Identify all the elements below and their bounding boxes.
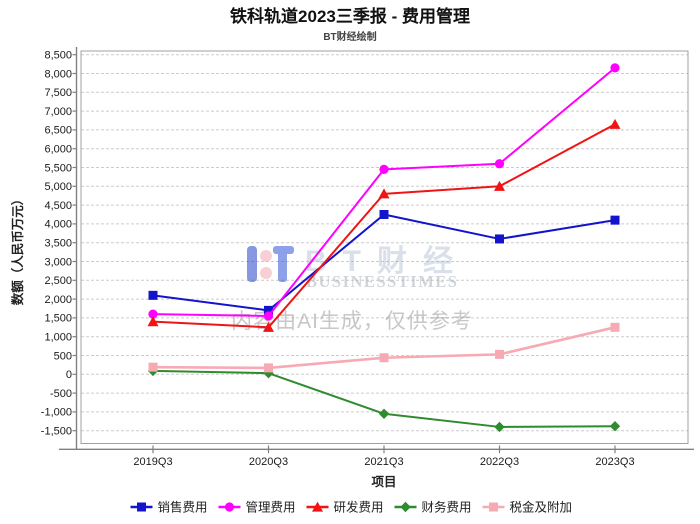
y-axis-title: 数额（人民币万元） bbox=[10, 193, 25, 307]
y-tick-label: 1,500 bbox=[44, 313, 72, 325]
y-tick-label: 8,500 bbox=[44, 50, 72, 62]
y-tick-label: 7,000 bbox=[44, 106, 72, 118]
legend-label: 管理费用 bbox=[246, 499, 296, 514]
y-tick-label: 2,000 bbox=[44, 294, 72, 306]
series-管理费用 bbox=[148, 63, 620, 321]
y-tick-label: 3,500 bbox=[44, 238, 72, 250]
triangle-marker bbox=[263, 321, 274, 332]
y-tick-label: -500 bbox=[50, 388, 72, 400]
legend-label: 财务费用 bbox=[422, 499, 472, 514]
circle-marker bbox=[379, 164, 389, 174]
square-marker bbox=[148, 290, 158, 300]
y-tick-label: 2,500 bbox=[44, 275, 72, 287]
y-tick-label: -1,000 bbox=[41, 407, 72, 419]
legend-item-研发费用[interactable]: 研发费用 bbox=[306, 499, 384, 514]
watermark-brand-text: BT财经 bbox=[305, 244, 469, 278]
legend-item-管理费用[interactable]: 管理费用 bbox=[218, 499, 296, 514]
plot-border bbox=[80, 50, 689, 444]
y-tick-label: 500 bbox=[54, 350, 72, 362]
square-marker bbox=[379, 210, 389, 219]
circle-marker bbox=[263, 311, 274, 321]
triangle-marker bbox=[494, 180, 505, 191]
legend-item-税金及附加[interactable]: 税金及附加 bbox=[482, 499, 573, 514]
watermark: BT财经 BUSINESSTIMES 内容由AI生成，仅供参考 bbox=[231, 244, 473, 333]
series-line bbox=[152, 123, 616, 329]
y-tick-label: 7,500 bbox=[44, 87, 72, 99]
square-marker bbox=[610, 322, 620, 332]
x-tick-label: 2020Q3 bbox=[249, 456, 288, 468]
y-tick-label: 3,000 bbox=[44, 256, 72, 268]
square-marker bbox=[495, 234, 504, 244]
square-marker bbox=[495, 349, 504, 359]
legend-circle-icon bbox=[224, 502, 235, 512]
y-tick-label: 4,000 bbox=[44, 219, 72, 231]
y-tick-label: 6,500 bbox=[44, 125, 72, 137]
circle-marker bbox=[610, 63, 620, 73]
legend-square-icon bbox=[137, 502, 146, 512]
triangle-marker bbox=[147, 316, 159, 327]
x-tick-label: 2022Q3 bbox=[480, 456, 519, 468]
y-tick-label: 8,000 bbox=[44, 68, 72, 80]
x-tick-label: 2019Q3 bbox=[133, 456, 172, 468]
chart-title: 铁科轨道2023三季报 - 费用管理 bbox=[230, 6, 470, 26]
bt-logo-icon bbox=[247, 246, 294, 282]
triangle-marker bbox=[378, 188, 390, 199]
x-tick-label: 2023Q3 bbox=[595, 456, 634, 468]
legend-label: 销售费用 bbox=[158, 499, 208, 514]
diamond-marker bbox=[378, 408, 390, 419]
y-tick-label: 5,000 bbox=[44, 181, 72, 193]
circle-marker bbox=[148, 309, 158, 319]
legend-item-销售费用[interactable]: 销售费用 bbox=[130, 499, 208, 514]
square-marker bbox=[264, 363, 273, 373]
legend-label: 税金及附加 bbox=[510, 499, 573, 514]
y-tick-label: 6,000 bbox=[44, 144, 72, 156]
square-marker bbox=[379, 353, 389, 363]
y-tick-label: -1,500 bbox=[41, 426, 72, 438]
diamond-marker bbox=[609, 420, 621, 432]
y-tick-label: 0 bbox=[66, 369, 72, 381]
x-axis-title: 项目 bbox=[371, 475, 396, 489]
series-财务费用 bbox=[147, 365, 621, 433]
x-tick-label: 2021Q3 bbox=[364, 456, 403, 468]
chart-subtitle: BT财经绘制 bbox=[323, 30, 376, 43]
y-tick-label: 5,500 bbox=[44, 162, 72, 174]
legend-item-财务费用[interactable]: 财务费用 bbox=[394, 499, 472, 514]
watermark-brand-subtext: BUSINESSTIMES bbox=[306, 272, 458, 291]
diamond-marker bbox=[494, 421, 505, 433]
legend-diamond-icon bbox=[400, 501, 411, 513]
y-tick-label: 4,500 bbox=[44, 200, 72, 212]
legend-square-icon bbox=[489, 502, 498, 512]
square-marker bbox=[148, 362, 158, 372]
y-tick-label: 1,000 bbox=[44, 332, 72, 344]
legend: 销售费用 管理费用 研发费用 财务费用 税金及附加 bbox=[130, 499, 573, 514]
series-税金及附加 bbox=[148, 322, 620, 373]
legend-label: 研发费用 bbox=[334, 499, 384, 514]
circle-marker bbox=[494, 159, 505, 169]
legend-triangle-icon bbox=[312, 501, 323, 512]
square-marker bbox=[264, 305, 273, 315]
watermark-ai-note: 内容由AI生成，仅供参考 bbox=[231, 310, 473, 333]
series-销售费用 bbox=[148, 210, 620, 315]
triangle-marker bbox=[609, 118, 621, 129]
series-研发费用 bbox=[147, 118, 621, 332]
square-marker bbox=[610, 215, 620, 225]
series-layer bbox=[147, 63, 621, 433]
